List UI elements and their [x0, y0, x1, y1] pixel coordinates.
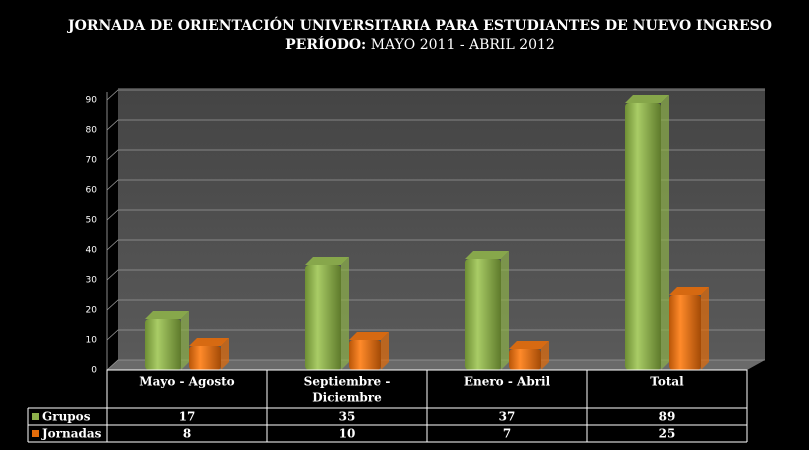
grid: 0 10 20 30 40 50 60 70 80 90 [86, 89, 765, 376]
table-value: 8 [183, 427, 191, 441]
bar-cap [305, 257, 349, 265]
bar-body [509, 349, 541, 370]
grid-line [106, 179, 765, 191]
bar-side [181, 311, 189, 370]
category-label: Septiembre - [304, 375, 391, 389]
table-value: 35 [339, 410, 356, 424]
bar-cap [625, 95, 669, 103]
y-tick-label: 70 [86, 156, 98, 166]
grid-line [106, 299, 765, 311]
bar [145, 311, 189, 370]
table-value: 7 [503, 427, 511, 441]
bar [305, 257, 349, 370]
subtitle: MAYO 2011 - ABRIL 2012 [371, 37, 555, 53]
grid-line [106, 119, 765, 131]
grid-line [106, 149, 765, 161]
bar [189, 338, 229, 370]
bar-side [501, 251, 509, 370]
table-value: 89 [659, 410, 676, 424]
y-tick-label: 10 [86, 336, 98, 346]
grid-line [106, 209, 765, 221]
bar [625, 95, 669, 370]
y-tick-label: 0 [91, 366, 97, 376]
bar-body [189, 346, 221, 370]
table-value: 25 [659, 427, 676, 441]
category-label: Mayo - Agosto [139, 375, 234, 389]
chart-subtitle: PERÍODO: MAYO 2011 - ABRIL 2012 [285, 35, 555, 53]
bar [669, 287, 709, 370]
chart-title: JORNADA DE ORIENTACIÓN UNIVERSITARIA PAR… [66, 16, 772, 34]
grid-line [106, 89, 765, 101]
category-label: Total [650, 375, 684, 389]
table-value: 37 [499, 410, 516, 424]
legend-label: Grupos [42, 410, 91, 424]
y-tick-label: 40 [86, 246, 98, 256]
bar-cap [189, 338, 229, 346]
bar-body [465, 259, 501, 370]
floor [107, 360, 765, 370]
bar-cap [145, 311, 189, 319]
bar-cap [465, 251, 509, 259]
bar [509, 341, 549, 370]
bar-body [669, 295, 701, 370]
bar-side [221, 338, 229, 370]
category-label: Diciembre [312, 391, 382, 405]
category-label: Enero - Abril [464, 375, 551, 389]
y-tick-label: 30 [86, 276, 98, 286]
subtitle-label: PERÍODO: [285, 35, 366, 53]
grid-line [106, 239, 765, 251]
y-tick-label: 80 [86, 126, 98, 136]
legend-label: Jornadas [41, 427, 102, 441]
data-table: Mayo - Agosto 17 8 Septiembre - Diciembre 35 1… [27, 369, 748, 443]
bar [465, 251, 509, 370]
bar-side [701, 287, 709, 370]
bar-side [341, 257, 349, 370]
table-value: 17 [179, 410, 196, 424]
bar-body [349, 340, 381, 370]
back-wall [118, 88, 765, 360]
bar-cap [669, 287, 709, 295]
bar-side [381, 332, 389, 370]
bar-body [305, 265, 341, 370]
grid-line [106, 359, 765, 371]
table-value: 10 [339, 427, 356, 441]
bar-body [145, 319, 181, 370]
y-tick-label: 50 [86, 216, 98, 226]
bar-body [625, 103, 661, 370]
y-tick-label: 90 [86, 96, 98, 106]
bar-cap [349, 332, 389, 340]
y-tick-label: 20 [86, 306, 98, 316]
y-tick-label: 60 [86, 186, 98, 196]
grid-line [106, 269, 765, 281]
legend-swatch [32, 413, 39, 420]
grid-line [106, 329, 765, 341]
bar-side [541, 341, 549, 370]
bar [349, 332, 389, 370]
bar-cap [509, 341, 549, 349]
bars [145, 95, 709, 370]
bar-side [661, 95, 669, 370]
legend-swatch [32, 430, 39, 437]
